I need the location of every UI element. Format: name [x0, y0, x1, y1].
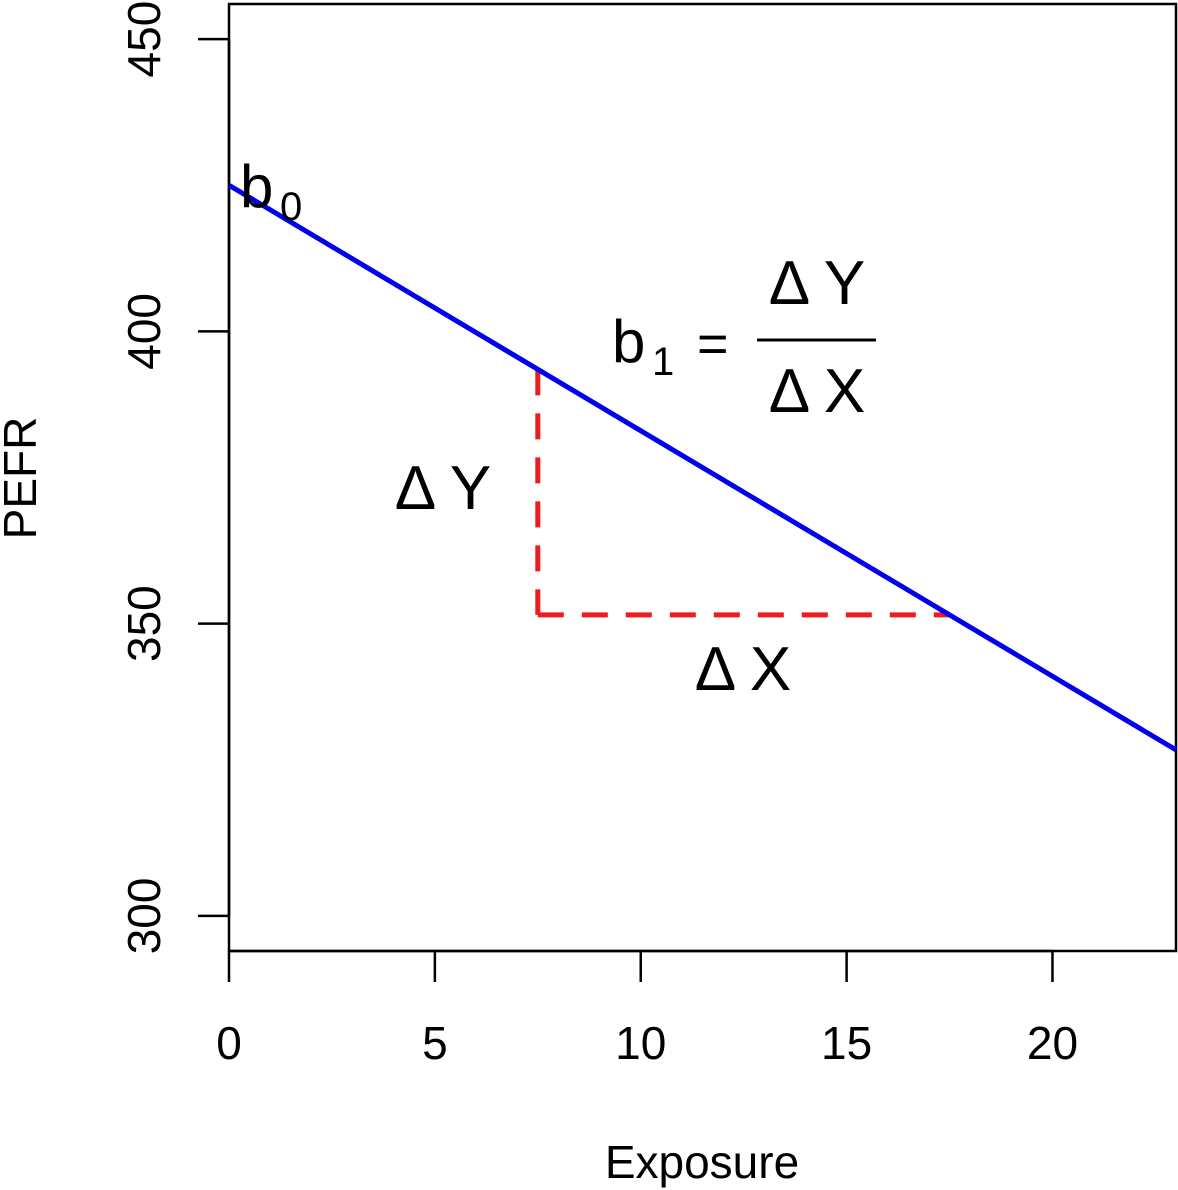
x-axis: 0 5 10 15 20 [216, 949, 1078, 1069]
y-tick-label: 350 [118, 585, 170, 662]
slope-formula: b 1 = Δ Y Δ X [612, 249, 876, 426]
delta-guides [535, 369, 950, 618]
x-tick-label: 15 [821, 1017, 872, 1069]
intercept-symbol: b [240, 153, 273, 220]
y-tick-label: 400 [118, 293, 170, 370]
delta-y-label: Δ Y [395, 454, 492, 523]
y-axis: 300 350 400 450 [118, 1, 231, 955]
regression-line [227, 183, 1178, 753]
x-tick-label: 10 [615, 1017, 666, 1069]
intercept-subscript: 0 [280, 185, 302, 229]
x-tick-label: 0 [216, 1017, 242, 1069]
y-axis-label: PEFR [0, 417, 46, 540]
y-tick-label: 300 [118, 878, 170, 955]
slope-symbol: b [612, 308, 645, 375]
plot-frame [227, 2, 1178, 953]
delta-x-label: Δ X [695, 635, 792, 704]
y-tick-label: 450 [118, 1, 170, 78]
slope-denominator: Δ X [769, 357, 866, 426]
slope-subscript: 1 [652, 340, 674, 384]
slope-numerator: Δ Y [769, 249, 866, 318]
x-tick-label: 5 [422, 1017, 448, 1069]
x-tick-label: 20 [1027, 1017, 1078, 1069]
slope-equals: = [697, 314, 729, 374]
intercept-annotation: b 0 [240, 153, 302, 229]
x-axis-label: Exposure [605, 1136, 799, 1188]
series-group [227, 183, 1178, 753]
